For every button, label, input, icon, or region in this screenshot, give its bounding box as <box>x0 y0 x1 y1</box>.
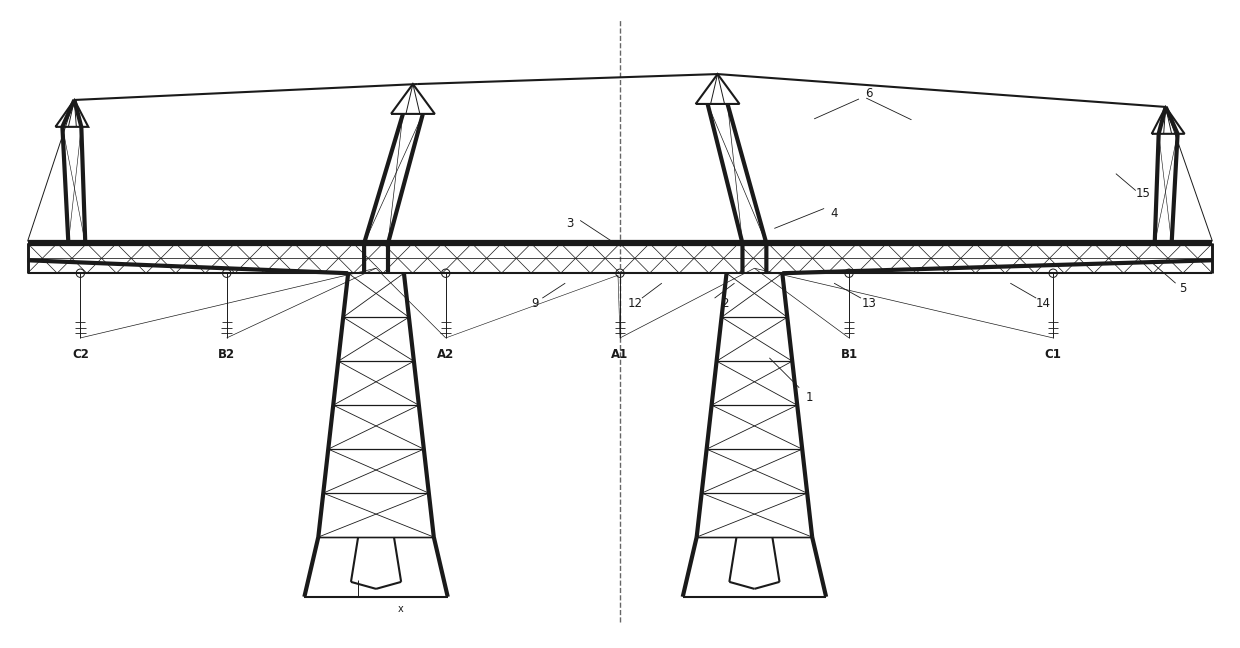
Text: 14: 14 <box>1035 297 1050 310</box>
Text: B2: B2 <box>218 348 236 361</box>
Text: 5: 5 <box>1179 282 1187 295</box>
Text: 6: 6 <box>866 87 873 100</box>
Text: C2: C2 <box>72 348 89 361</box>
Text: C1: C1 <box>1044 348 1061 361</box>
Text: 9: 9 <box>532 297 539 310</box>
Text: B1: B1 <box>841 348 858 361</box>
Text: A1: A1 <box>611 348 629 361</box>
Text: 15: 15 <box>1136 187 1151 200</box>
Text: 3: 3 <box>567 217 574 230</box>
Text: A2: A2 <box>438 348 454 361</box>
Text: 13: 13 <box>862 297 877 310</box>
Text: 2: 2 <box>720 297 728 310</box>
Text: 12: 12 <box>627 297 642 310</box>
Text: 4: 4 <box>831 207 838 220</box>
Text: x: x <box>398 604 404 614</box>
Text: 1: 1 <box>806 391 813 404</box>
